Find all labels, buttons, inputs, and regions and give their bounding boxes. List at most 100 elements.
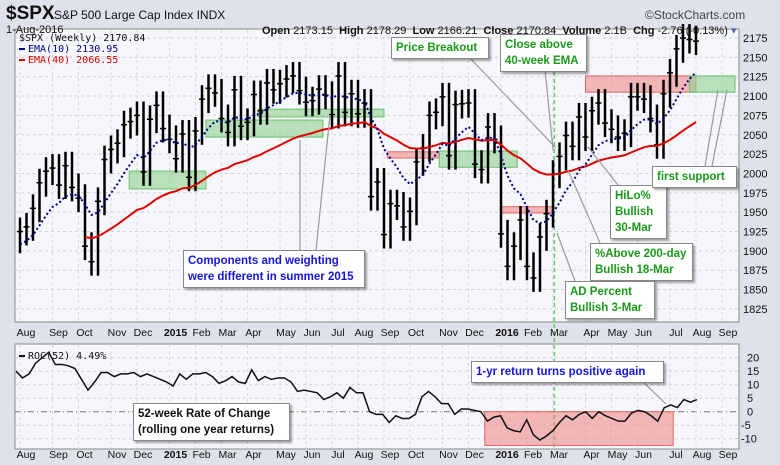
- low-label: Low: [412, 25, 435, 37]
- month-label: Jul: [331, 449, 344, 461]
- price-tick-label: 1900: [743, 246, 767, 258]
- month-label: Aug: [693, 449, 712, 461]
- month-label: Sep: [49, 327, 68, 339]
- month-label: Jun: [304, 449, 321, 461]
- roc-tick-label: 10: [747, 380, 759, 392]
- price-tick-label: 1975: [743, 188, 767, 200]
- month-label: 2016: [495, 449, 519, 461]
- price-tick-label: 2050: [743, 130, 767, 142]
- copyright: ©StockCharts.com: [645, 8, 746, 22]
- exchange: INDX: [196, 8, 226, 22]
- price-legend: $SPX (Weekly) 2170.84 EMA(10) 2130.95 EM…: [19, 33, 145, 362]
- month-label: May: [276, 327, 297, 339]
- legend-ema10: EMA(10) 2130.95: [28, 44, 118, 55]
- legend-roc: ROC(52) 4.49%: [28, 351, 106, 362]
- red-zone: [585, 75, 697, 93]
- roc-tick-label: 0: [747, 407, 753, 419]
- month-label: Jun: [635, 449, 652, 461]
- roc-tick-label: -10: [741, 434, 757, 446]
- pointer-ad: [556, 232, 576, 282]
- pointer-breakout: [469, 57, 557, 149]
- price-tick-label: 1950: [743, 207, 767, 219]
- callout-first-support: first support: [652, 166, 737, 188]
- month-label: Oct: [408, 449, 424, 461]
- pointer-hilo: [587, 146, 619, 186]
- chg-value: -2.76 (-0.13%): [657, 25, 728, 37]
- price-tick-label: 1850: [743, 285, 767, 297]
- pointer-components-2: [315, 114, 331, 251]
- callout-close-above-ema: Close above 40-week EMA: [500, 34, 587, 72]
- month-label: Sep: [381, 449, 400, 461]
- month-label: Nov: [108, 327, 127, 339]
- index-name: S&P 500 Large Cap Index INDX: [54, 8, 225, 22]
- callout-components: Components and weighting were different …: [183, 250, 365, 288]
- pointer-support-2: [711, 89, 728, 167]
- month-label: 2015: [164, 449, 188, 461]
- callout-hilo: HiLo% Bullish 30-Mar: [610, 185, 667, 239]
- symbol: $SPX: [6, 3, 55, 24]
- month-label: Apr: [245, 449, 262, 461]
- price-tick-label: 2075: [743, 110, 767, 122]
- index-title: S&P 500 Large Cap Index: [54, 8, 194, 22]
- month-label: Jul: [669, 449, 682, 461]
- month-label: Aug: [17, 327, 36, 339]
- price-tick-label: 2175: [743, 33, 767, 45]
- green-zone: [257, 108, 385, 118]
- month-label: Sep: [49, 449, 68, 461]
- month-label: Mar: [550, 449, 569, 461]
- roc-tick-label: 5: [747, 393, 753, 405]
- axis-labels: 1825185018751900192519501975200020252050…: [17, 33, 768, 461]
- roc-tick-label: 15: [747, 366, 759, 378]
- roc-line: [15, 351, 698, 441]
- high-label: High: [339, 25, 364, 37]
- date: 1-Aug-2016: [6, 24, 64, 36]
- month-label: Jun: [304, 327, 321, 339]
- month-label: 2016: [495, 327, 519, 339]
- green-zone: [689, 75, 736, 93]
- month-label: Jul: [669, 327, 682, 339]
- roc-tick-label: -5: [741, 420, 751, 432]
- pointer-above200: [567, 169, 601, 244]
- month-label: Jul: [331, 327, 344, 339]
- open-label: Open: [262, 25, 291, 37]
- price-tick-label: 1825: [743, 304, 767, 316]
- month-label: Apr: [583, 449, 600, 461]
- price-tick-label: 2000: [743, 168, 767, 180]
- price-tick-label: 2100: [743, 91, 767, 103]
- month-label: Aug: [693, 327, 712, 339]
- month-label: Mar: [218, 327, 237, 339]
- roc-tick-label: 20: [747, 353, 759, 365]
- month-label: Mar: [550, 327, 569, 339]
- chg-label: Chg: [633, 25, 655, 37]
- month-label: Dec: [465, 449, 484, 461]
- month-label: Oct: [76, 327, 92, 339]
- callout-roc-positive: 1-yr return turns positive again: [471, 361, 664, 383]
- month-label: Oct: [408, 327, 424, 339]
- open-value: 2173.15: [293, 25, 333, 37]
- month-label: May: [608, 449, 629, 461]
- ema10-line: [19, 71, 697, 246]
- month-label: Sep: [381, 327, 400, 339]
- callout-ad-percent: AD Percent Bullish 3-Mar: [565, 281, 655, 319]
- callout-price-breakout: Price Breakout: [391, 37, 489, 59]
- month-label: Nov: [439, 449, 458, 461]
- price-tick-label: 1875: [743, 265, 767, 277]
- dropdown-caret-icon[interactable]: ▾: [730, 25, 737, 37]
- callout-pointers: [299, 57, 728, 405]
- month-label: Sep: [719, 449, 738, 461]
- pointer-support-1: [704, 89, 719, 167]
- pointer-close-above: [544, 68, 554, 151]
- price-tick-label: 1925: [743, 227, 767, 239]
- callout-above200: %Above 200-day Bullish 18-Mar: [590, 243, 693, 281]
- month-label: Sep: [719, 327, 738, 339]
- legend-ema40: EMA(40) 2066.55: [28, 55, 118, 66]
- month-label: Aug: [17, 449, 36, 461]
- high-value: 2178.29: [366, 25, 407, 37]
- month-label: 2015: [164, 327, 188, 339]
- legend-price: $SPX (Weekly) 2170.84: [19, 33, 145, 44]
- month-label: Dec: [465, 327, 484, 339]
- low-value: 2166.21: [437, 25, 478, 37]
- price-tick-label: 2150: [743, 52, 767, 64]
- volume-value: 2.1B: [604, 25, 627, 37]
- price-tick-label: 2025: [743, 149, 767, 161]
